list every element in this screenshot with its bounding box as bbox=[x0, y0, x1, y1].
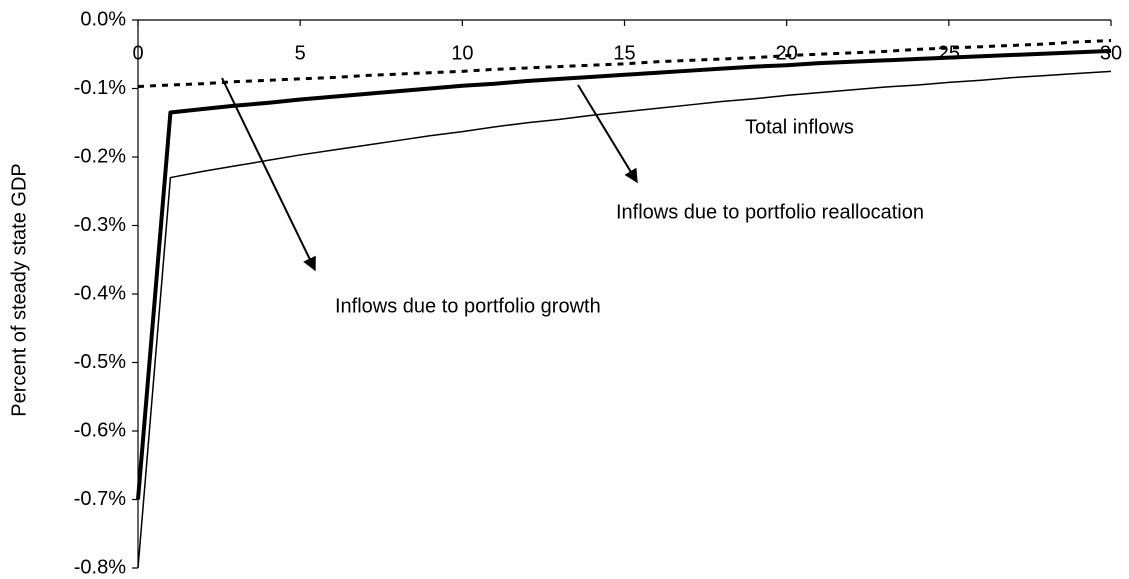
y-tick-label: -0.8% bbox=[74, 556, 126, 578]
annotation: Total inflows bbox=[745, 116, 854, 138]
y-tick-label: -0.4% bbox=[74, 282, 126, 304]
annotation: Inflows due to portfolio growth bbox=[335, 295, 601, 317]
y-tick-label: 0.0% bbox=[80, 8, 126, 30]
y-tick-label: -0.3% bbox=[74, 214, 126, 236]
y-tick-label: -0.2% bbox=[74, 145, 126, 167]
y-tick-label: -0.1% bbox=[74, 77, 126, 99]
series-line bbox=[137, 70, 1112, 569]
x-tick-label: 25 bbox=[938, 42, 960, 64]
y-tick-label: -0.6% bbox=[74, 419, 126, 441]
x-tick-label: 20 bbox=[776, 42, 798, 64]
x-tick-label: 10 bbox=[451, 42, 473, 64]
y-tick-label: -0.7% bbox=[74, 488, 126, 510]
x-tick-label: 0 bbox=[132, 42, 143, 64]
y-axis-label: Percent of steady state GDP bbox=[8, 163, 30, 416]
arrow bbox=[221, 77, 316, 272]
series-line bbox=[136, 48, 1112, 500]
x-tick-label: 15 bbox=[613, 42, 635, 64]
annotation: Inflows due to portfolio reallocation bbox=[616, 201, 924, 223]
x-tick-label: 30 bbox=[1100, 42, 1122, 64]
y-tick-label: -0.5% bbox=[74, 351, 126, 373]
arrow bbox=[577, 84, 638, 184]
x-tick-label: 5 bbox=[295, 42, 306, 64]
